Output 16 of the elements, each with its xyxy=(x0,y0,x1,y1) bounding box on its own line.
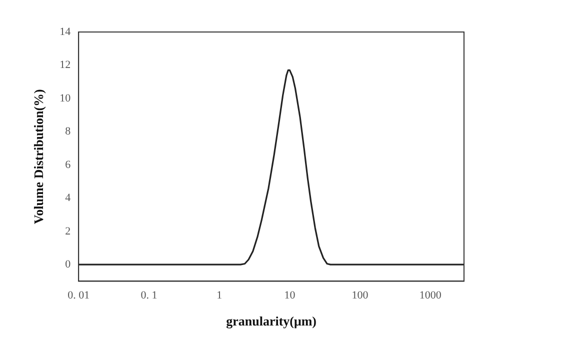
y-tick-label: 4 xyxy=(65,192,72,204)
x-tick-label: 100 xyxy=(352,290,369,302)
x-tick-label: 1000 xyxy=(419,290,442,302)
y-tick-label: 2 xyxy=(65,225,71,238)
y-tick-label: 14 xyxy=(60,26,72,38)
y-tick-label: 12 xyxy=(60,59,71,72)
x-axis-title: granularity(μm) xyxy=(226,314,317,329)
x-tick-label: 10 xyxy=(284,290,296,302)
x-tick-label: 0. 01 xyxy=(68,290,90,302)
y-tick-label: 8 xyxy=(65,126,72,138)
x-tick-label: 0. 1 xyxy=(140,290,158,302)
y-tick-label: 6 xyxy=(65,158,72,171)
y-tick-label: 0 xyxy=(65,258,72,270)
y-tick-label: 10 xyxy=(60,92,72,104)
x-tick-label: 1 xyxy=(216,290,222,302)
y-axis-title: Volume Distribution(%) xyxy=(31,89,46,224)
